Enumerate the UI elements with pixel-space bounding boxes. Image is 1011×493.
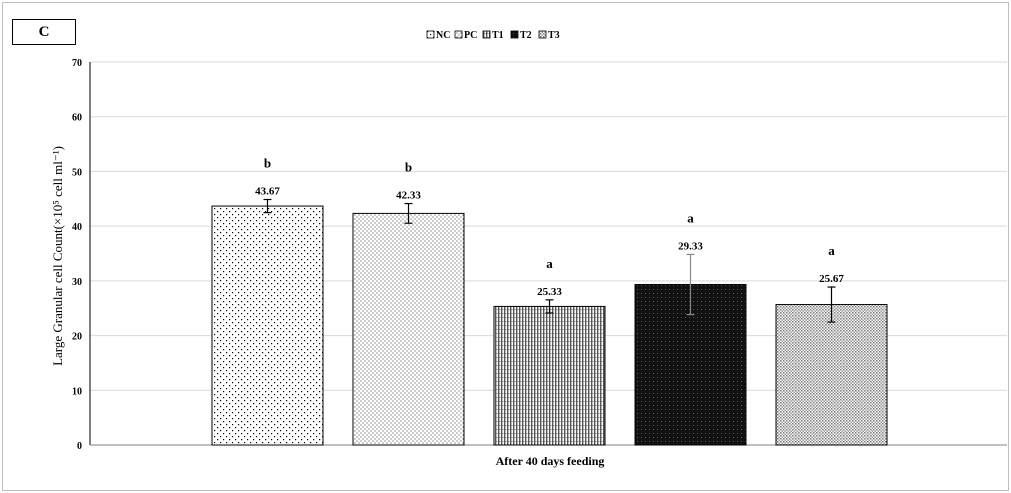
significance-letter-t1: a [546,256,553,271]
y-tick-label: 0 [77,441,82,452]
y-tick-label: 30 [72,277,82,288]
significance-letter-t2: a [687,210,694,225]
value-label-t2: 29.33 [678,240,703,252]
bar-pc [352,212,465,446]
y-tick-label: 20 [72,332,82,343]
significance-letter-pc: b [405,160,412,175]
legend-swatch-t2 [510,30,519,39]
legend-label-nc: NC [436,30,450,41]
significance-letter-t3: a [828,243,835,258]
data-labels: 43.67 b 42.33 b 25.33 a 29.33 a 25.67 a [255,155,844,297]
legend-label-t2: T2 [520,30,532,41]
legend-swatch-t1 [482,30,491,39]
value-label-pc: 42.33 [396,190,421,202]
value-label-nc: 43.67 [255,185,280,197]
y-tick-label: 60 [72,113,82,124]
bar-t3 [775,304,888,446]
legend-label-t1: T1 [492,30,504,41]
significance-letter-nc: b [264,155,271,170]
value-label-t3: 25.67 [819,273,844,285]
legend-swatch-t3 [538,30,547,39]
value-label-t1: 25.33 [537,286,562,298]
legend-swatch-nc [426,30,435,39]
bar-t1 [493,305,606,446]
legend-label-pc: PC [464,30,477,41]
bar-nc [211,205,324,446]
legend-label-t3: T3 [548,30,560,41]
y-tick-label: 40 [72,222,82,233]
y-tick-label: 70 [72,58,82,69]
y-axis-label: Large Granular cell Count(×10⁵ cell ml⁻¹… [50,146,65,366]
bars [211,198,888,446]
y-tick-label: 50 [72,167,82,178]
legend-swatch-pc [454,30,463,39]
x-axis-label: After 40 days feeding [496,454,605,468]
y-tick-label: 10 [72,386,82,397]
panel-label: C [12,19,76,45]
legend: NC PC T1 T2 T3 [426,30,560,41]
